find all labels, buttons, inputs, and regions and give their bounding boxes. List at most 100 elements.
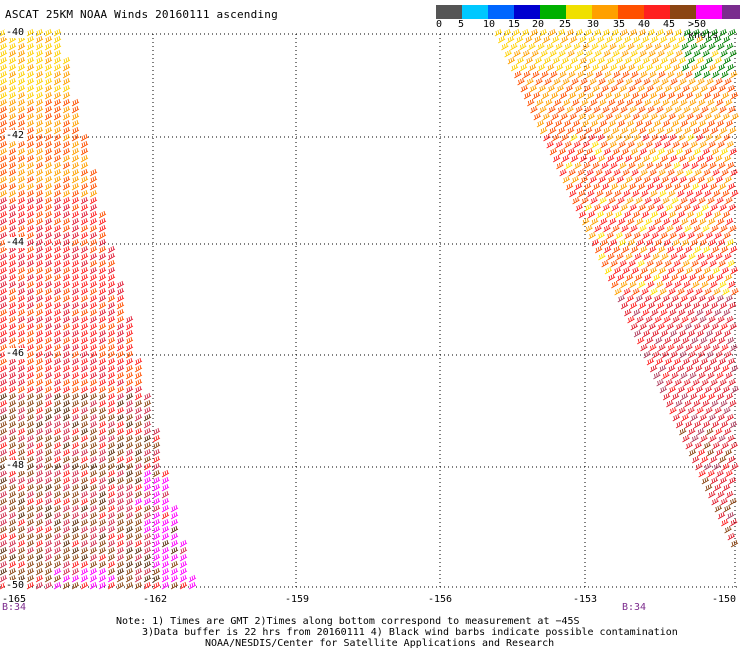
wind-barb xyxy=(18,330,25,337)
wind-barb xyxy=(653,99,660,106)
wind-barb xyxy=(81,148,88,155)
wind-barb xyxy=(108,302,115,309)
wind-barb xyxy=(0,526,7,533)
wind-barb xyxy=(72,218,79,225)
wind-barb xyxy=(45,477,52,484)
wind-barb xyxy=(81,281,88,288)
wind-barb xyxy=(731,442,738,449)
wind-barb xyxy=(597,36,604,43)
wind-barb xyxy=(635,274,642,281)
wind-barb xyxy=(9,316,16,323)
wind-barb xyxy=(63,449,70,456)
wind-barb xyxy=(588,134,595,141)
wind-barb xyxy=(36,505,43,512)
wind-barb xyxy=(690,218,697,225)
wind-barb xyxy=(558,29,565,36)
wind-barb xyxy=(720,127,727,134)
wind-barb xyxy=(596,92,603,99)
wind-barb xyxy=(587,92,594,99)
wind-barb xyxy=(27,295,34,302)
wind-barb xyxy=(727,435,734,442)
wind-barb xyxy=(135,498,142,505)
wind-barb xyxy=(645,295,652,302)
wind-barb xyxy=(36,176,43,183)
wind-barb xyxy=(36,204,43,211)
wind-barb xyxy=(36,316,43,323)
wind-barb xyxy=(674,85,681,92)
wind-barb xyxy=(108,246,115,253)
wind-barb xyxy=(686,92,693,99)
wind-barb xyxy=(534,36,541,43)
wind-barb xyxy=(144,554,151,561)
wind-barb xyxy=(18,92,25,99)
wind-barb xyxy=(654,197,661,204)
wind-barb xyxy=(675,400,682,407)
wind-barb xyxy=(36,43,43,50)
wind-barb xyxy=(36,99,43,106)
wind-barb xyxy=(45,225,52,232)
wind-barb xyxy=(90,484,97,491)
wind-barb xyxy=(627,120,634,127)
wind-barb xyxy=(72,337,79,344)
wind-barb xyxy=(117,400,124,407)
wind-barb xyxy=(18,85,25,92)
wind-barb xyxy=(18,477,25,484)
wind-barb xyxy=(552,134,559,141)
wind-barb xyxy=(63,71,70,78)
wind-barb xyxy=(63,316,70,323)
wind-barb xyxy=(36,246,43,253)
wind-barb xyxy=(674,281,681,288)
wind-barb xyxy=(681,393,688,400)
wind-barb xyxy=(565,141,572,148)
wind-barb xyxy=(72,561,79,568)
wind-barb xyxy=(622,50,629,57)
wind-barb xyxy=(54,442,61,449)
wind-barb xyxy=(63,92,70,99)
wind-barb xyxy=(571,155,578,162)
wind-barb xyxy=(45,365,52,372)
wind-barb xyxy=(144,400,151,407)
wind-barb xyxy=(673,239,680,246)
wind-barb xyxy=(36,498,43,505)
wind-barb xyxy=(583,141,590,148)
wind-barb xyxy=(671,176,678,183)
wind-barb xyxy=(9,442,16,449)
wind-barb xyxy=(144,519,151,526)
wind-barb xyxy=(659,190,666,197)
wind-barb xyxy=(108,442,115,449)
wind-barb xyxy=(725,78,732,85)
wind-barb xyxy=(650,169,657,176)
wind-barb xyxy=(731,92,738,99)
wind-barb xyxy=(671,274,678,281)
wind-barb xyxy=(504,29,511,36)
wind-barb xyxy=(658,323,665,330)
wind-barb xyxy=(647,260,654,267)
wind-barb xyxy=(530,106,537,113)
wind-barb xyxy=(54,92,61,99)
wind-barb xyxy=(9,113,16,120)
wind-barb xyxy=(725,99,732,106)
wind-barb xyxy=(655,337,662,344)
wind-barb xyxy=(716,449,723,456)
wind-barb xyxy=(707,372,714,379)
wind-barb xyxy=(117,337,124,344)
wind-barb xyxy=(719,358,726,365)
wind-barb xyxy=(723,288,730,295)
wind-barb xyxy=(658,246,665,253)
wind-barb xyxy=(81,211,88,218)
wind-barb xyxy=(698,449,705,456)
wind-barb xyxy=(539,106,546,113)
wind-barb xyxy=(718,316,725,323)
wind-barb xyxy=(81,386,88,393)
wind-barb xyxy=(561,134,568,141)
wind-barb xyxy=(99,568,106,575)
wind-barb xyxy=(687,36,694,43)
wind-barb xyxy=(668,190,675,197)
wind-barb xyxy=(135,456,142,463)
wind-barb xyxy=(63,330,70,337)
wind-barb xyxy=(36,232,43,239)
wind-barb xyxy=(635,99,642,106)
wind-barb xyxy=(518,78,525,85)
wind-barb xyxy=(692,260,699,267)
wind-barb xyxy=(550,148,557,155)
